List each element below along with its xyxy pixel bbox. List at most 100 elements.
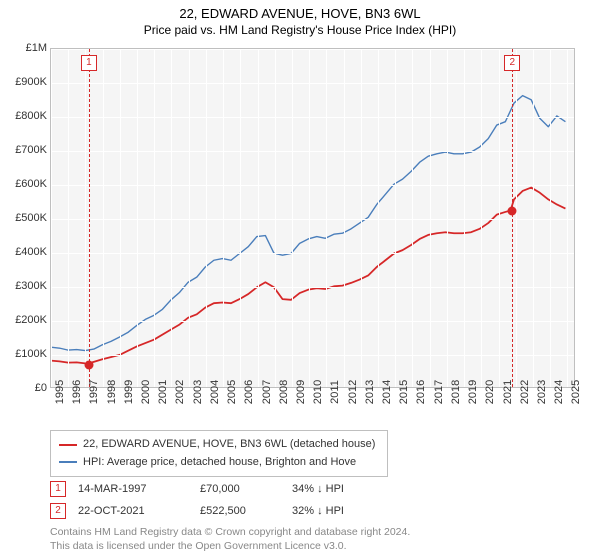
xtick-label: 2000	[140, 380, 152, 404]
legend-label-1: 22, EDWARD AVENUE, HOVE, BN3 6WL (detach…	[83, 436, 375, 454]
gridline-h	[51, 287, 574, 288]
gridline-v	[120, 49, 121, 387]
xtick-label: 1998	[106, 380, 118, 404]
attribution-line1: Contains HM Land Registry data © Crown c…	[50, 526, 410, 540]
gridline-v	[68, 49, 69, 387]
gridline-v	[516, 49, 517, 387]
gridline-v	[361, 49, 362, 387]
xtick-label: 2012	[347, 380, 359, 404]
sales-date: 22-OCT-2021	[78, 505, 188, 517]
gridline-v	[206, 49, 207, 387]
gridline-v	[292, 49, 293, 387]
gridline-h	[51, 117, 574, 118]
gridline-v	[344, 49, 345, 387]
ytick-label: £600K	[3, 178, 47, 190]
gridline-h	[51, 321, 574, 322]
gridline-h	[51, 49, 574, 50]
sale-vline	[89, 49, 90, 387]
gridline-v	[533, 49, 534, 387]
ytick-label: £800K	[3, 110, 47, 122]
attribution: Contains HM Land Registry data © Crown c…	[50, 526, 410, 553]
xtick-label: 2015	[398, 380, 410, 404]
gridline-v	[51, 49, 52, 387]
xtick-label: 1995	[54, 380, 66, 404]
gridline-v	[481, 49, 482, 387]
ytick-label: £300K	[3, 280, 47, 292]
gridline-v	[240, 49, 241, 387]
gridline-v	[378, 49, 379, 387]
xtick-label: 2023	[536, 380, 548, 404]
xtick-label: 2017	[433, 380, 445, 404]
gridline-v	[430, 49, 431, 387]
ytick-label: £500K	[3, 212, 47, 224]
sales-diff: 32% ↓ HPI	[292, 505, 372, 517]
ytick-label: £900K	[3, 76, 47, 88]
xtick-label: 2011	[329, 380, 341, 404]
xtick-label: 2005	[226, 380, 238, 404]
sales-diff: 34% ↓ HPI	[292, 483, 372, 495]
xtick-label: 2002	[174, 380, 186, 404]
gridline-h	[51, 355, 574, 356]
xtick-label: 2008	[278, 380, 290, 404]
sale-dot	[508, 207, 517, 216]
gridline-v	[154, 49, 155, 387]
ytick-label: £400K	[3, 246, 47, 258]
sales-table: 114-MAR-1997£70,00034% ↓ HPI222-OCT-2021…	[50, 478, 372, 522]
title: 22, EDWARD AVENUE, HOVE, BN3 6WL	[0, 0, 600, 21]
sale-vline	[512, 49, 513, 387]
sales-marker: 1	[50, 481, 66, 497]
sales-marker: 2	[50, 503, 66, 519]
xtick-label: 2018	[450, 380, 462, 404]
gridline-v	[189, 49, 190, 387]
legend-swatch-2	[59, 461, 77, 463]
ytick-label: £1M	[3, 42, 47, 54]
sales-price: £70,000	[200, 483, 280, 495]
xtick-label: 2022	[519, 380, 531, 404]
sale-marker-box: 2	[504, 55, 520, 71]
ytick-label: £200K	[3, 314, 47, 326]
xtick-label: 1999	[123, 380, 135, 404]
sales-row: 114-MAR-1997£70,00034% ↓ HPI	[50, 478, 372, 500]
gridline-h	[51, 253, 574, 254]
sales-price: £522,500	[200, 505, 280, 517]
xtick-label: 2024	[553, 380, 565, 404]
gridline-v	[567, 49, 568, 387]
xtick-label: 1997	[88, 380, 100, 404]
subtitle: Price paid vs. HM Land Registry's House …	[0, 21, 600, 37]
gridline-v	[275, 49, 276, 387]
xtick-label: 2010	[312, 380, 324, 404]
gridline-v	[103, 49, 104, 387]
plot-svg	[51, 49, 574, 387]
ytick-label: £700K	[3, 144, 47, 156]
xtick-label: 2004	[209, 380, 221, 404]
xtick-label: 2006	[243, 380, 255, 404]
gridline-h	[51, 83, 574, 84]
gridline-v	[412, 49, 413, 387]
xtick-label: 2013	[364, 380, 376, 404]
xtick-label: 2014	[381, 380, 393, 404]
legend-row-series2: HPI: Average price, detached house, Brig…	[59, 454, 379, 472]
gridline-v	[464, 49, 465, 387]
gridline-v	[171, 49, 172, 387]
gridline-h	[51, 185, 574, 186]
gridline-v	[258, 49, 259, 387]
xtick-label: 2001	[157, 380, 169, 404]
gridline-h	[51, 151, 574, 152]
xtick-label: 2020	[484, 380, 496, 404]
gridline-v	[447, 49, 448, 387]
gridline-v	[550, 49, 551, 387]
gridline-h	[51, 219, 574, 220]
plot-area: 12	[50, 48, 575, 388]
legend-label-2: HPI: Average price, detached house, Brig…	[83, 454, 356, 472]
gridline-v	[309, 49, 310, 387]
sale-dot	[84, 361, 93, 370]
xtick-label: 2009	[295, 380, 307, 404]
gridline-v	[326, 49, 327, 387]
gridline-v	[85, 49, 86, 387]
legend-row-series1: 22, EDWARD AVENUE, HOVE, BN3 6WL (detach…	[59, 436, 379, 454]
xtick-label: 2003	[192, 380, 204, 404]
ytick-label: £100K	[3, 348, 47, 360]
xtick-label: 2019	[467, 380, 479, 404]
xtick-label: 1996	[71, 380, 83, 404]
xtick-label: 2007	[261, 380, 273, 404]
